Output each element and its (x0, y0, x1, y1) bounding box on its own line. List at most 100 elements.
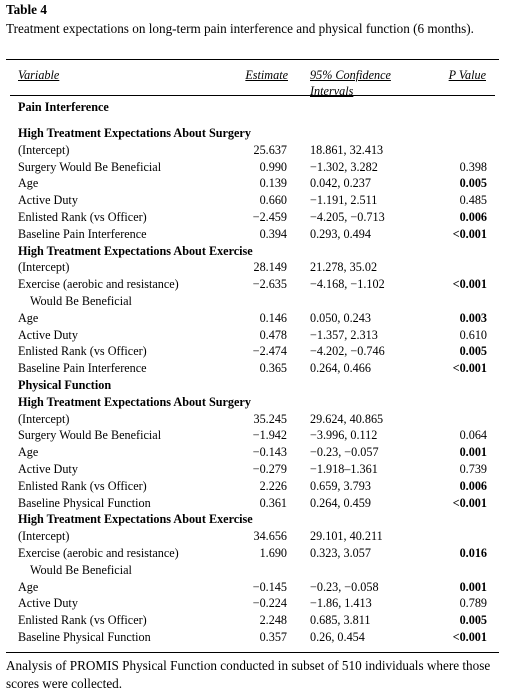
table-label: Table 4 (6, 2, 47, 17)
cell-p-value: 0.001 (459, 445, 487, 460)
cell-estimate: −1.942 (252, 428, 287, 443)
cell-variable: (Intercept) (18, 528, 69, 545)
variable-text: Baseline Physical Function (18, 495, 151, 510)
variable-text: Age (18, 310, 39, 325)
table-row: Age −0.143 −0.23, −0.057 0.001 (0, 444, 505, 461)
cell-p-value: 0.005 (459, 176, 487, 191)
cell-estimate: 0.365 (259, 361, 287, 376)
table-row: Baseline Pain Interference 0.365 0.264, 0.… (0, 360, 505, 377)
table-row: (Intercept) 25.637 18.861, 32.413 (0, 142, 505, 159)
cell-confidence-interval: 0.293, 0.494 (310, 226, 371, 241)
cell-variable: Surgery Would Be Beneficial (18, 159, 161, 176)
cell-confidence-interval: 0.323, 3.057 (310, 546, 371, 560)
cell-variable: Baseline Pain Interference (18, 226, 147, 243)
group-title: High Treatment Expectations About Exerci… (18, 512, 253, 527)
cell-estimate: 0.990 (259, 159, 287, 174)
variable-text: Age (18, 176, 39, 191)
cell-confidence-interval: −4.205, −0.713 (310, 210, 385, 224)
cell-variable: (Intercept) (18, 142, 69, 159)
header-p-value: P Value (448, 68, 486, 82)
variable-text: Baseline Pain Interference (18, 361, 147, 376)
header-confidence-intervals: 95% Confidence Intervals (310, 67, 391, 99)
outcome-title: Pain Interference (18, 100, 109, 114)
table-row: Active Duty −0.279 −1.918–1.361 0.739 (0, 461, 505, 478)
cell-confidence-interval: 21.278, 35.02 (310, 260, 378, 275)
cell-p-value: 0.485 (459, 193, 487, 208)
table-row: Exercise (aerobic and resistance) Would B… (0, 276, 505, 308)
cell-p-value: 0.739 (459, 462, 487, 476)
cell-estimate: 25.637 (253, 142, 287, 157)
variable-text: Enlisted Rank (vs Officer) (18, 344, 147, 359)
cell-p-value: <0.001 (452, 361, 487, 376)
variable-text: Active Duty (18, 596, 78, 611)
variable-text: (Intercept) (18, 260, 70, 275)
cell-estimate: −2.635 (252, 277, 287, 292)
cell-confidence-interval: −1.191, 2.511 (310, 193, 378, 208)
table-row: Baseline Physical Function 0.357 0.26, 0.4… (0, 629, 505, 646)
table-row: Active Duty −0.224 −1.86, 1.413 0.789 (0, 595, 505, 612)
variable-text: Enlisted Rank (vs Officer) (18, 613, 147, 628)
variable-text: Exercise (aerobic and resistance) (18, 277, 179, 292)
header-variable: Variable (18, 68, 60, 82)
variable-text: Age (18, 445, 39, 460)
cell-variable: Enlisted Rank (vs Officer) (18, 612, 147, 629)
cell-variable: Age (18, 310, 38, 327)
table-row: (Intercept) 35.245 29.624, 40.865 (0, 411, 505, 428)
cell-p-value: 0.003 (459, 310, 487, 325)
table-row: Surgery Would Be Beneficial −1.942 −3.996,… (0, 427, 505, 444)
cell-estimate: 0.478 (259, 327, 287, 342)
cell-variable: Active Duty (18, 192, 78, 209)
cell-variable: Baseline Pain Interference (18, 360, 147, 377)
cell-p-value: 0.789 (459, 596, 487, 611)
header-ci-line2: Intervals (310, 84, 354, 98)
cell-variable: Exercise (aerobic and resistance) Would B… (18, 545, 179, 579)
variable-text: Active Duty (18, 327, 78, 342)
table-caption: Treatment expectations on long-term pain… (6, 21, 474, 36)
cell-confidence-interval: 0.659, 3.793 (310, 478, 371, 493)
table-row: Enlisted Rank (vs Officer) 2.248 0.685, 3.… (0, 612, 505, 629)
cell-p-value: 0.006 (459, 210, 487, 224)
variable-text: Active Duty (18, 193, 78, 208)
cell-estimate: 34.656 (253, 529, 287, 544)
outcome-title: Physical Function (18, 378, 112, 392)
cell-confidence-interval: 0.685, 3.811 (310, 613, 371, 628)
cell-estimate: 35.245 (253, 411, 287, 426)
header-ci-line1: 95% Confidence (310, 68, 391, 82)
group-title: High Treatment Expectations About Exerci… (18, 243, 253, 258)
cell-p-value: 0.001 (459, 579, 487, 594)
cell-variable: Active Duty (18, 461, 78, 478)
cell-variable: Enlisted Rank (vs Officer) (18, 209, 147, 226)
table-row: Enlisted Rank (vs Officer) −2.459 −4.205, … (0, 209, 505, 226)
cell-variable: (Intercept) (18, 259, 69, 276)
table-row: Active Duty 0.660 −1.191, 2.511 0.485 (0, 192, 505, 209)
variable-text: (Intercept) (18, 411, 70, 426)
table-row: Baseline Pain Interference 0.394 0.293, 0.… (0, 226, 505, 243)
header-rule (10, 95, 495, 96)
cell-estimate: −0.145 (252, 579, 287, 594)
cell-estimate: 0.357 (259, 630, 287, 644)
variable-text: Active Duty (18, 462, 78, 476)
variable-text-continued: Would Be Beneficial (30, 563, 132, 577)
table-row: Active Duty 0.478 −1.357, 2.313 0.610 (0, 327, 505, 344)
cell-p-value: <0.001 (452, 277, 487, 292)
cell-variable: Active Duty (18, 595, 78, 612)
cell-estimate: 0.139 (259, 176, 287, 191)
cell-confidence-interval: 0.26, 0.454 (310, 630, 365, 644)
cell-p-value: 0.016 (459, 546, 487, 560)
table-row: Enlisted Rank (vs Officer) −2.474 −4.202, … (0, 343, 505, 360)
table-row: Surgery Would Be Beneficial 0.990 −1.302, … (0, 159, 505, 176)
cell-variable: Baseline Physical Function (18, 629, 151, 646)
table-row: Age 0.146 0.050, 0.243 0.003 (0, 310, 505, 327)
cell-estimate: 1.690 (259, 546, 287, 560)
bottom-rule (6, 652, 499, 653)
table-row: Baseline Physical Function 0.361 0.264, 0.… (0, 495, 505, 512)
cell-p-value: 0.006 (459, 478, 487, 493)
variable-text: Baseline Physical Function (18, 630, 151, 644)
cell-confidence-interval: −4.168, −1.102 (310, 277, 385, 292)
cell-estimate: 2.248 (259, 613, 287, 628)
table-footnote: Analysis of PROMIS Physical Function con… (6, 658, 491, 691)
cell-estimate: 0.361 (259, 495, 287, 510)
table-row: Age 0.139 0.042, 0.237 0.005 (0, 175, 505, 192)
group-title: High Treatment Expectations About Surger… (18, 394, 251, 409)
